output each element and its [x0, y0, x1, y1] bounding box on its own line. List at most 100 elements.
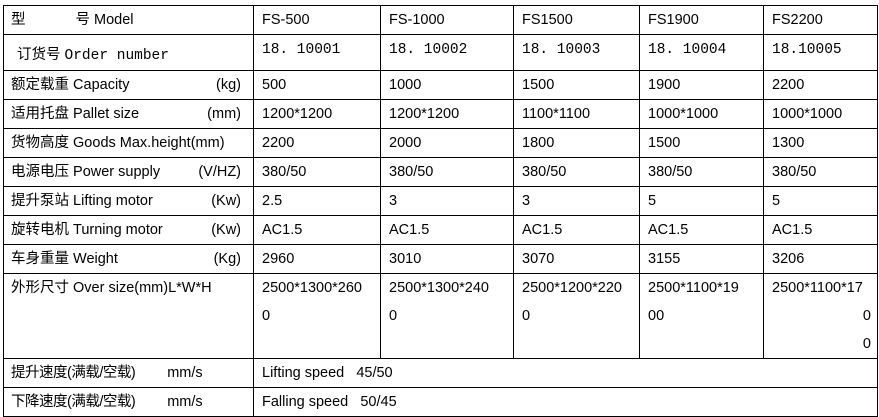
table-row: 电源电压 Power supply (V/HZ) 380/50 380/50 380/5… — [3, 157, 878, 187]
value-cell: 3010 — [380, 244, 514, 274]
cell-value: 2200 — [772, 77, 805, 93]
table-row-speed: 提升速度(满载/空载) mm/s Lifting speed 45/50 — [3, 358, 878, 388]
label-cn: 电源电压 — [11, 164, 69, 180]
value-cell: AC1.5 — [763, 215, 878, 245]
cell-value-line: 2500*1300*240 — [389, 280, 489, 296]
label-en: Pallet size — [73, 106, 140, 122]
value-cell: 3 — [380, 186, 514, 216]
value-cell: 2500*1100*19 00 — [639, 273, 764, 359]
value-cell: 1300 — [763, 128, 878, 158]
cell-value: 5 — [772, 193, 781, 209]
cell-value: 380/50 — [262, 164, 307, 180]
speed-cell: Falling speed 50/45 — [253, 387, 878, 417]
unit-label: (Kg) — [213, 251, 241, 267]
label-en: Order number — [64, 48, 169, 64]
unit-label: (V/HZ) — [198, 164, 241, 180]
unit-label: (Kw) — [211, 222, 241, 238]
value-cell: 380/50 — [253, 157, 381, 187]
cell-value: 1800 — [522, 135, 555, 151]
value-cell: FS-500 — [253, 5, 381, 35]
unit-label: mm/s — [167, 365, 203, 381]
value-cell: 2200 — [763, 70, 878, 100]
cell-value: 18. 10003 — [522, 42, 601, 58]
speed-value: 45/50 — [356, 365, 393, 381]
row-label: 额定载重 Capacity (kg) — [3, 70, 254, 100]
label-en: Weight — [73, 251, 118, 267]
speed-label: Lifting speed — [262, 365, 345, 381]
cell-value-line: 2500*1100*19 — [648, 280, 739, 296]
cell-value: 380/50 — [522, 164, 567, 180]
value-cell: 500 — [253, 70, 381, 100]
cell-value: FS1900 — [648, 12, 699, 28]
value-cell: 18. 10004 — [639, 34, 764, 71]
label-en: Turning motor — [73, 222, 163, 238]
cell-value: AC1.5 — [262, 222, 303, 238]
unit-label: (mm) — [207, 106, 241, 122]
cell-value: 1200*1200 — [262, 106, 333, 122]
value-cell: 1000 — [380, 70, 514, 100]
cell-value: 1300 — [772, 135, 805, 151]
speed-label: Falling speed — [262, 394, 349, 410]
value-cell: 18. 10002 — [380, 34, 514, 71]
value-cell: 1000*1000 — [639, 99, 764, 129]
cell-value: 18. 10004 — [648, 42, 727, 58]
cell-value-line: 0 — [389, 308, 398, 324]
cell-value: FS-1000 — [389, 12, 445, 28]
value-cell: 18. 10003 — [513, 34, 640, 71]
speed-cell: Lifting speed 45/50 — [253, 358, 878, 388]
value-cell: 1500 — [639, 128, 764, 158]
value-cell: 18. 10001 — [253, 34, 381, 71]
value-cell: 1200*1200 — [253, 99, 381, 129]
cell-value: 1100*1100 — [522, 106, 591, 122]
label-en: Lifting motor — [73, 193, 153, 209]
cell-value: 3155 — [648, 251, 681, 267]
value-cell: 3070 — [513, 244, 640, 274]
cell-value: 18. 10001 — [262, 42, 341, 58]
label-cn: 下降速度(满载/空载) — [11, 394, 136, 410]
cell-value: 3206 — [772, 251, 805, 267]
cell-value: 5 — [648, 193, 657, 209]
label-cn: 货物高度 — [11, 135, 69, 151]
label-cn: 外形尺寸 — [11, 280, 69, 296]
cell-value: 2960 — [262, 251, 295, 267]
cell-value: 1000*1000 — [648, 106, 719, 122]
cell-value-line: 0 — [862, 336, 871, 352]
row-label: 提升速度(满载/空载) mm/s — [3, 358, 254, 388]
row-label: 适用托盘 Pallet size (mm) — [3, 99, 254, 129]
cell-value: 3070 — [522, 251, 555, 267]
value-cell: 2960 — [253, 244, 381, 274]
row-label: 型 号 Model — [3, 5, 254, 35]
value-cell: 380/50 — [639, 157, 764, 187]
table-row: 车身重量 Weight (Kg) 2960 3010 3070 3155 3206 — [3, 244, 878, 274]
cell-value: FS2200 — [772, 12, 823, 28]
cell-value: 380/50 — [389, 164, 434, 180]
label-cn: 提升泵站 — [11, 193, 69, 209]
value-cell: 2500*1200*220 0 — [513, 273, 640, 359]
speed-value: 50/45 — [360, 394, 397, 410]
cell-value: 2200 — [262, 135, 295, 151]
value-cell: 2500*1300*260 0 — [253, 273, 381, 359]
label-en: Over size(mm)L*W*H — [73, 280, 212, 296]
value-cell: 1800 — [513, 128, 640, 158]
value-cell: 2500*1300*240 0 — [380, 273, 514, 359]
label-cn: 额定载重 — [11, 77, 69, 93]
label-cn: 适用托盘 — [11, 106, 69, 122]
cell-value: AC1.5 — [522, 222, 563, 238]
cell-value: FS-500 — [262, 12, 310, 28]
cell-value-line: 2500*1200*220 — [522, 280, 622, 296]
cell-value: FS1500 — [522, 12, 573, 28]
value-cell: 2.5 — [253, 186, 381, 216]
value-cell: 1000*1000 — [763, 99, 878, 129]
cell-value: 1900 — [648, 77, 681, 93]
value-cell: 3155 — [639, 244, 764, 274]
value-cell: 2500*1100*17 0 0 — [763, 273, 878, 359]
cell-value: 500 — [262, 77, 287, 93]
cell-value: AC1.5 — [772, 222, 813, 238]
value-cell: 5 — [763, 186, 878, 216]
cell-value: 3 — [389, 193, 398, 209]
cell-value-line: 0 — [862, 308, 871, 324]
value-cell: 2000 — [380, 128, 514, 158]
value-cell: 5 — [639, 186, 764, 216]
row-label: 车身重量 Weight (Kg) — [3, 244, 254, 274]
cell-value: 3010 — [389, 251, 422, 267]
